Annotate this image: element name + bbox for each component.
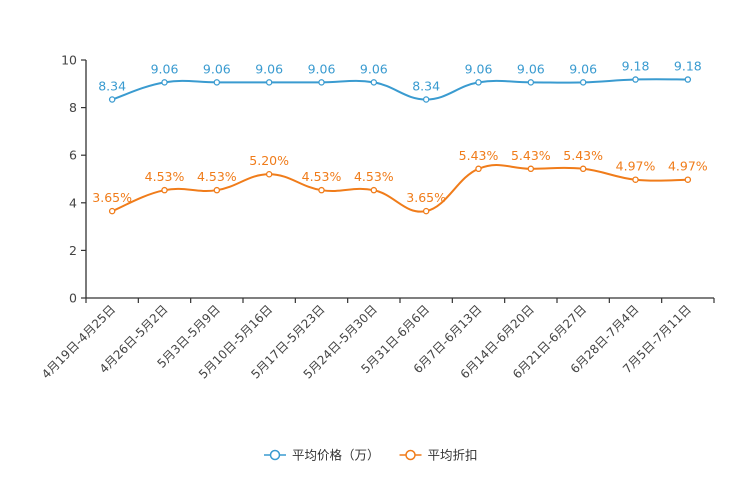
series-2: 3.65% 4.53% 4.53% 5.20% 4.53% 4.53% 3.65% 5.43%…: [92, 148, 708, 215]
legend-label: 平均价格（万）: [292, 448, 380, 463]
y-tick-label: 4: [69, 195, 77, 210]
data-label: 4.53%: [354, 169, 394, 184]
y-tick-label: 2: [69, 243, 77, 258]
data-label: 8.34: [98, 79, 126, 94]
data-point: [213, 79, 221, 86]
y-tick-label: 10: [61, 53, 77, 68]
data-label: 5.20%: [249, 153, 289, 168]
data-point: [422, 96, 430, 103]
data-label: 9.18: [622, 59, 650, 74]
data-point: [632, 76, 639, 83]
data-label: 9.06: [569, 61, 597, 76]
data-point: [108, 96, 116, 103]
data-point: [475, 79, 482, 86]
data-label: 4.97%: [668, 159, 708, 174]
data-label: 4.53%: [145, 169, 185, 184]
y-tick-label: 6: [69, 148, 77, 163]
data-label: 8.34: [412, 79, 440, 94]
data-point: [579, 79, 587, 86]
data-label: 5.43%: [459, 148, 499, 163]
data-label: 4.53%: [302, 169, 342, 184]
data-point: [108, 207, 116, 215]
data-point: [213, 186, 221, 194]
data-label: 9.06: [151, 61, 179, 76]
data-point: [422, 207, 430, 215]
data-label: 9.06: [360, 61, 388, 76]
legend-item-2: 平均折扣: [399, 448, 478, 463]
data-label: 5.43%: [563, 148, 603, 163]
data-point: [475, 165, 482, 173]
data-label: 9.18: [674, 59, 702, 74]
y-tick-label: 8: [69, 100, 77, 115]
series-line: [111, 78, 688, 101]
data-point: [684, 176, 692, 183]
data-point: [318, 79, 325, 86]
data-label: 9.06: [255, 61, 283, 76]
data-point: [632, 176, 639, 183]
data-point: [161, 186, 168, 194]
data-point: [161, 79, 168, 86]
y-tick-label: 0: [69, 291, 77, 306]
data-label: 9.06: [308, 61, 336, 76]
data-point: [370, 79, 378, 86]
data-label: 3.65%: [92, 190, 132, 205]
data-point: [527, 79, 535, 86]
data-label: 9.06: [465, 61, 493, 76]
data-point: [684, 76, 692, 83]
chart-legend: 平均价格（万） 平均折扣: [264, 448, 478, 463]
data-label: 9.06: [517, 61, 545, 76]
data-label: 5.43%: [511, 148, 551, 163]
data-point: [265, 170, 273, 178]
data-point: [527, 165, 535, 173]
series-1: 8.34 9.06 9.06 9.06 9.06 9.06 8.34 9.06 9.06 9.06…: [98, 59, 702, 103]
data-label: 4.53%: [197, 169, 237, 184]
legend-item-1: 平均价格（万）: [264, 448, 380, 463]
legend-swatch-marker: [269, 449, 281, 461]
data-point: [370, 186, 378, 194]
data-label: 3.65%: [406, 190, 446, 205]
series-layer: 8.34 9.06 9.06 9.06 9.06 9.06 8.34 9.06 9.06 9.06…: [92, 59, 708, 215]
data-label: 4.97%: [616, 159, 656, 174]
chart-axes: 02468104月19日-4月25日4月26日-5月2日5月3日-5月9日5月1…: [39, 53, 715, 382]
data-point: [265, 79, 273, 86]
legend-swatch-marker: [405, 449, 416, 461]
legend-label: 平均折扣: [428, 448, 478, 463]
data-point: [318, 186, 325, 194]
data-point: [579, 165, 587, 173]
data-label: 9.06: [203, 61, 231, 76]
